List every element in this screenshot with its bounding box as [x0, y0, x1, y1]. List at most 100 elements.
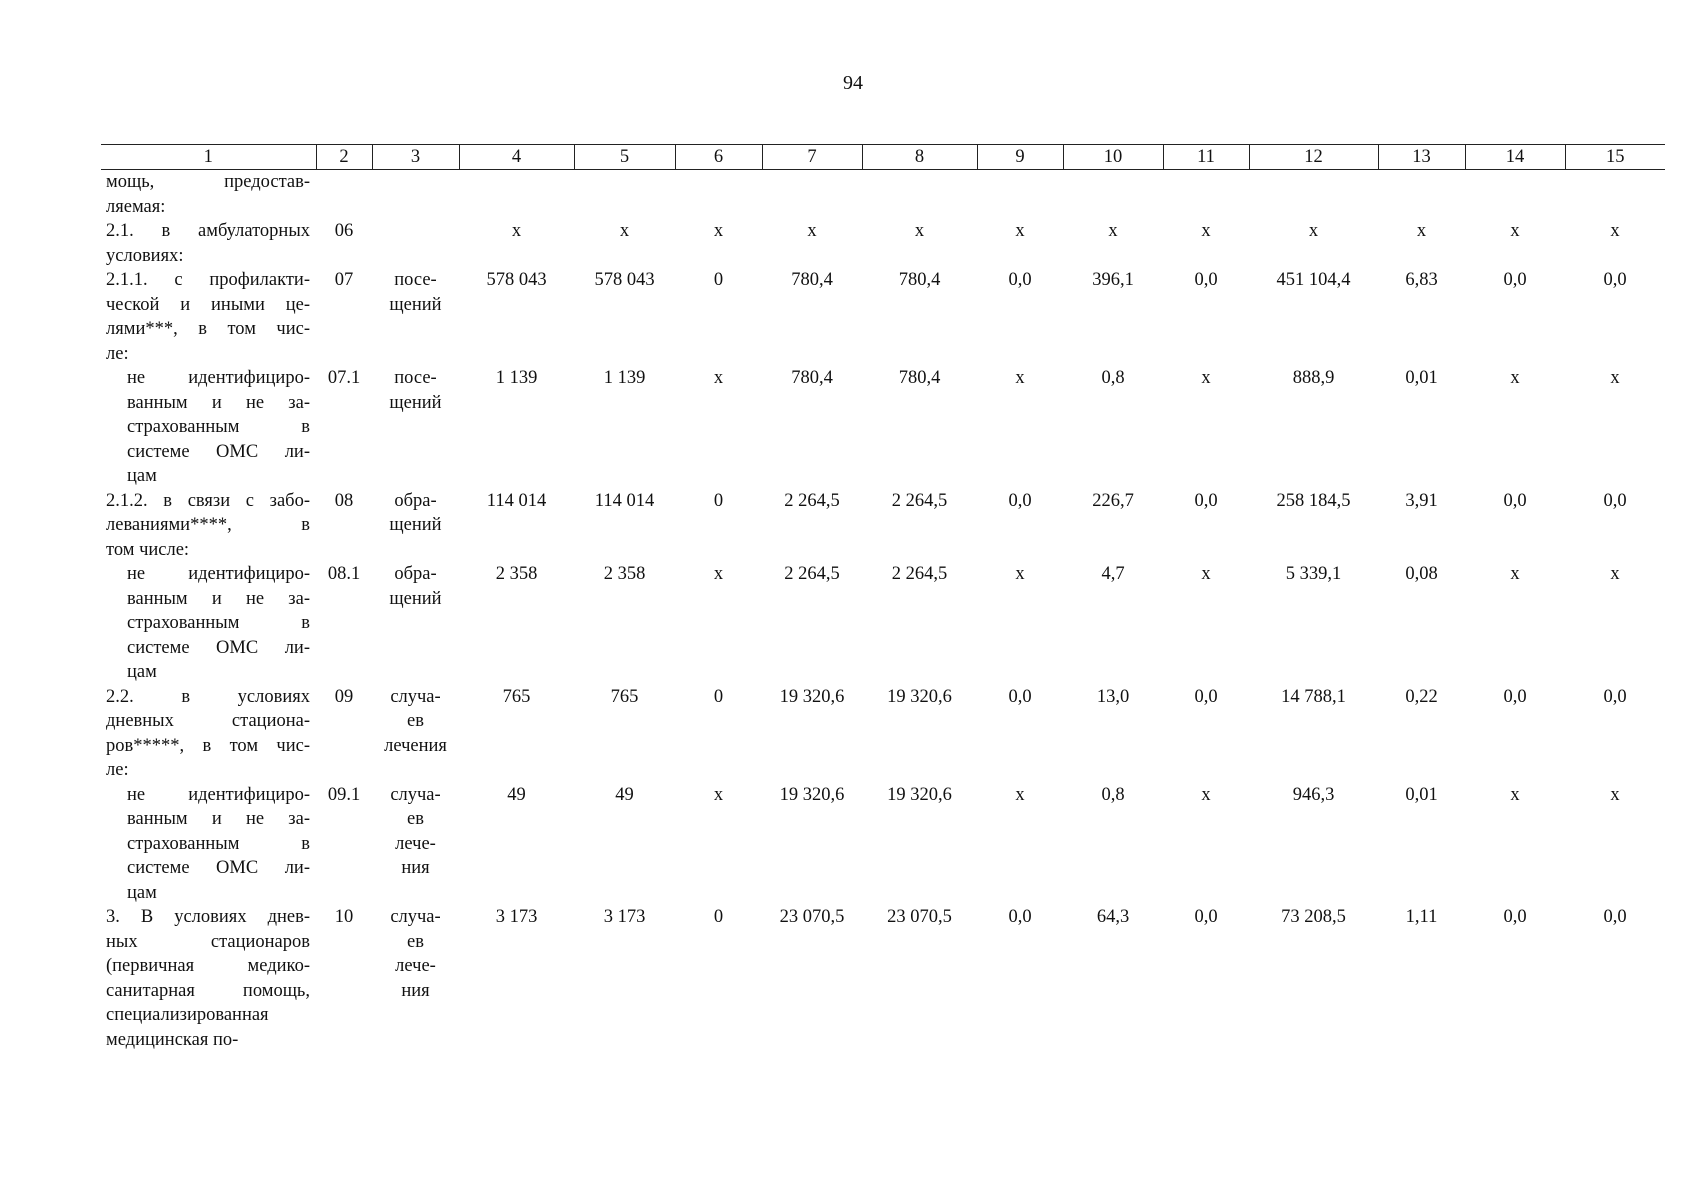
table-cell: х [1201, 221, 1211, 241]
table-cell: 0,0 [1503, 686, 1527, 707]
table-cell: 73 208,5 [1281, 907, 1346, 927]
table-cell: х [1201, 784, 1211, 805]
table-cell: 578 043 [594, 270, 655, 290]
table-cell: 13,0 [1096, 686, 1130, 707]
table-cell: 0 [713, 270, 724, 290]
cell-line: не идентифициро- [127, 564, 310, 584]
header-cell: 2 [315, 144, 373, 170]
cell-line: ванным и не за- [127, 392, 310, 413]
header-cell: 5 [573, 144, 676, 170]
header-cell: 15 [1564, 144, 1665, 170]
table-cell: 2.1.1. с профилакти-ческой и иными це-ля… [101, 268, 316, 366]
table-cell: 2.2. в условиях дневных стациона-ров*****… [101, 685, 316, 783]
table-cell: 0,01 [1405, 368, 1438, 388]
cell-line: цам [127, 662, 157, 682]
table-cell: х [1610, 221, 1620, 241]
table-cell: 64,3 [1096, 907, 1130, 927]
cell-line: страхованным в [127, 833, 310, 854]
table-cell [675, 170, 762, 220]
table-cell: 07 [334, 270, 354, 290]
table-cell [977, 170, 1063, 220]
header-row: 1 2 3 4 5 6 7 8 9 10 11 12 13 14 15 [101, 144, 1665, 170]
cell-line: ев [407, 711, 424, 731]
table-cell: не идентифициро-ванным и не за-страхован… [101, 783, 316, 906]
table-cell: 1,11 [1405, 907, 1438, 927]
table-cell: х [807, 221, 817, 241]
table-cell: х [1108, 221, 1118, 241]
table-cell: 0,8 [1101, 368, 1125, 388]
table-row: не идентифициро-ванным и не за-страхован… [101, 366, 1665, 489]
table-cell: х [914, 221, 925, 241]
table-cell: не идентифициро-ванным и не за-страхован… [101, 366, 316, 489]
header-cell: 10 [1062, 144, 1164, 170]
cell-line: посе- [394, 368, 437, 388]
table-row: не идентифициро-ванным и не за-страхован… [101, 783, 1665, 906]
cell-line: лями***, в том чис- [106, 319, 310, 339]
table-cell: 451 104,4 [1276, 270, 1351, 290]
table-cell: случа-ев лечения [372, 685, 459, 783]
table-cell: 0,01 [1405, 784, 1438, 805]
table-header: 1 2 3 4 5 6 7 8 9 10 11 12 13 14 15 [101, 144, 1665, 170]
table-cell: 0,0 [1603, 270, 1627, 290]
table-cell: 08.1 [327, 564, 361, 584]
table-cell: 2.1. в амбулаторных условиях: [101, 219, 316, 268]
table-cell: 0,08 [1405, 564, 1438, 584]
table-cell [372, 219, 459, 268]
cell-line: условиях: [106, 245, 184, 266]
table-cell: 2 264,5 [891, 564, 948, 584]
cell-line: случа- [390, 686, 441, 707]
table-row: 2.2. в условиях дневных стациона-ров*****… [101, 685, 1665, 783]
table-cell: 0 [713, 907, 724, 927]
table-cell: х [511, 221, 522, 241]
table-cell: 888,9 [1292, 368, 1335, 388]
table-cell: 0,22 [1405, 686, 1438, 707]
table-cell: х [1015, 564, 1025, 584]
table-cell: посе-щений [372, 268, 459, 366]
header-cell: 6 [674, 144, 763, 170]
table-cell: случа-ев лече-ния [372, 905, 459, 1052]
table-cell: 946,3 [1292, 784, 1335, 805]
cell-line: щений [389, 588, 442, 609]
table-cell: 4,7 [1101, 564, 1125, 584]
table-cell: 0,0 [1194, 490, 1218, 511]
table-cell: 2 358 [603, 564, 646, 584]
table-cell: 06 [334, 221, 354, 241]
table-cell: 3. В условиях днев-ных стационаров (перви… [101, 905, 316, 1052]
cell-line: цам [127, 882, 157, 903]
table-cell: х [1416, 221, 1427, 241]
cell-line: специализированная [106, 1005, 269, 1025]
table-cell: 0,0 [1503, 907, 1527, 927]
cell-line: посе- [394, 270, 437, 290]
table-cell [862, 170, 977, 220]
cell-line: ле: [106, 343, 129, 364]
cell-line: системе ОМС ли- [127, 441, 310, 462]
cell-line: ляемая: [106, 196, 166, 217]
table-cell: 0,0 [1194, 686, 1218, 707]
table-cell: 258 184,5 [1276, 490, 1351, 511]
cell-line: медицинская по- [106, 1029, 239, 1050]
table-cell: 0,0 [1194, 907, 1218, 927]
cell-line: 2.1. в амбулаторных [106, 221, 310, 241]
table-cell: 1 139 [495, 368, 538, 388]
table-cell: 396,1 [1092, 270, 1134, 290]
table-cell: х [1015, 368, 1025, 388]
header-cell: 3 [371, 144, 460, 170]
header-cell: 11 [1162, 144, 1250, 170]
table-cell: 19 320,6 [887, 784, 952, 805]
table-cell: 0,0 [1008, 907, 1032, 927]
table-cell: 0,0 [1503, 270, 1527, 290]
table-cell: 2 264,5 [891, 490, 948, 511]
table-cell: 0,8 [1101, 784, 1125, 805]
table-row: 2.1.2. в связи с забо-леваниями****, в то… [101, 489, 1665, 563]
table-cell: 765 [502, 686, 531, 707]
table-cell: 09.1 [327, 784, 361, 805]
cell-line: не идентифициро- [127, 368, 310, 388]
table-cell: 08 [334, 490, 354, 511]
table-cell: 1 139 [603, 368, 646, 388]
table-cell [316, 170, 372, 220]
table-cell: 780,4 [898, 270, 941, 290]
table-cell: 780,4 [898, 368, 941, 388]
table-cell: 2.1.2. в связи с забо-леваниями****, в то… [101, 489, 316, 563]
table-row: 2.1.1. с профилакти-ческой и иными це-ля… [101, 268, 1665, 366]
